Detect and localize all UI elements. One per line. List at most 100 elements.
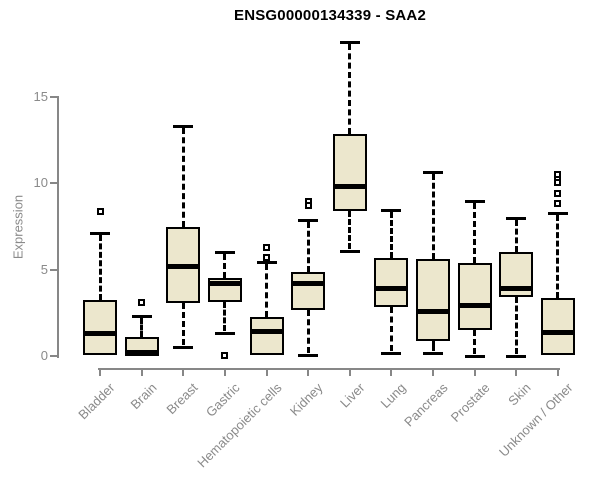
box-iqr bbox=[457, 262, 492, 331]
median-line bbox=[83, 331, 117, 337]
x-axis-line bbox=[98, 368, 560, 370]
lower-whisker-cap bbox=[298, 354, 319, 358]
upper-whisker-cap bbox=[547, 211, 568, 215]
x-axis-tick bbox=[140, 368, 143, 376]
upper-whisker bbox=[181, 128, 185, 227]
upper-whisker bbox=[223, 254, 227, 279]
upper-whisker bbox=[473, 202, 477, 263]
median-line bbox=[291, 280, 326, 286]
lower-whisker bbox=[514, 297, 518, 354]
x-tick-label: Prostate bbox=[447, 380, 493, 425]
outlier-point bbox=[554, 190, 562, 198]
x-tick-label: Pancreas bbox=[401, 380, 451, 430]
upper-whisker-cap bbox=[256, 260, 277, 264]
median-line bbox=[207, 280, 242, 286]
outlier-point bbox=[221, 351, 229, 359]
lower-whisker bbox=[348, 210, 352, 249]
upper-whisker-cap bbox=[131, 315, 152, 319]
lower-whisker bbox=[473, 330, 477, 354]
y-axis-line bbox=[57, 96, 59, 358]
upper-whisker-cap bbox=[464, 199, 485, 203]
box-iqr bbox=[291, 272, 326, 311]
median-line bbox=[499, 286, 534, 292]
median-line bbox=[416, 309, 451, 315]
x-axis-tick bbox=[390, 368, 393, 376]
upper-whisker bbox=[140, 318, 144, 337]
x-tick-label: Breast bbox=[163, 380, 201, 418]
median-line bbox=[332, 184, 367, 190]
median-line bbox=[540, 330, 575, 336]
upper-whisker bbox=[265, 263, 269, 318]
outlier-point bbox=[304, 202, 312, 210]
x-axis-tick bbox=[515, 368, 518, 376]
x-tick-label: Lung bbox=[377, 380, 410, 412]
x-axis-tick bbox=[99, 368, 101, 376]
y-tick-label: 10 bbox=[33, 175, 48, 191]
upper-whisker bbox=[306, 221, 310, 273]
lower-whisker bbox=[181, 303, 185, 346]
x-axis-tick bbox=[182, 368, 185, 376]
y-tick-label: 15 bbox=[33, 89, 48, 104]
upper-whisker-cap bbox=[173, 125, 194, 129]
upper-whisker bbox=[98, 235, 102, 300]
x-axis-tick bbox=[473, 368, 476, 376]
upper-whisker bbox=[556, 214, 560, 299]
x-tick-label: Skin bbox=[505, 380, 534, 409]
upper-whisker-cap bbox=[214, 251, 235, 255]
x-tick-label: Gastric bbox=[202, 380, 243, 420]
lower-whisker-cap bbox=[506, 354, 527, 358]
upper-whisker-cap bbox=[506, 216, 527, 220]
upper-whisker-cap bbox=[298, 218, 319, 222]
x-tick-label: Kidney bbox=[287, 380, 326, 419]
y-axis-tick bbox=[50, 182, 57, 185]
lower-whisker-cap bbox=[214, 331, 235, 335]
y-tick-label: 5 bbox=[40, 261, 48, 277]
chart-title: ENSG00000134339 - SAA2 bbox=[233, 7, 427, 24]
x-axis-tick bbox=[556, 368, 559, 376]
y-axis-label: Expression bbox=[10, 194, 26, 260]
lower-whisker-cap bbox=[381, 352, 402, 356]
x-tick-label: Unknown / Other bbox=[496, 380, 576, 460]
outlier-point bbox=[554, 178, 562, 186]
box-iqr bbox=[540, 298, 575, 356]
median-line bbox=[374, 286, 409, 292]
median-line bbox=[124, 350, 159, 356]
median-line bbox=[457, 303, 492, 309]
x-tick-label: Bladder bbox=[75, 380, 118, 423]
upper-whisker bbox=[514, 219, 518, 253]
y-axis-tick bbox=[50, 268, 57, 271]
lower-whisker-cap bbox=[464, 354, 485, 358]
x-axis-tick bbox=[307, 368, 310, 376]
lower-whisker bbox=[389, 306, 393, 352]
y-tick-label: 0 bbox=[40, 348, 48, 363]
y-axis-tick bbox=[50, 96, 57, 98]
outlier-point bbox=[96, 208, 104, 216]
box-iqr bbox=[249, 317, 284, 356]
upper-whisker-cap bbox=[339, 40, 360, 44]
lower-whisker-cap bbox=[423, 352, 444, 356]
lower-whisker-cap bbox=[339, 249, 360, 253]
upper-whisker bbox=[431, 174, 435, 260]
outlier-point bbox=[263, 243, 271, 251]
x-axis-tick bbox=[348, 368, 351, 376]
outlier-point bbox=[138, 298, 146, 306]
lower-whisker bbox=[306, 310, 310, 354]
x-axis-tick bbox=[265, 368, 268, 376]
lower-whisker bbox=[223, 301, 227, 331]
x-axis-tick bbox=[432, 368, 435, 376]
outlier-point bbox=[263, 254, 271, 262]
median-line bbox=[166, 263, 201, 269]
upper-whisker bbox=[389, 212, 393, 258]
x-tick-label: Liver bbox=[336, 380, 368, 411]
box-iqr bbox=[416, 259, 451, 342]
lower-whisker bbox=[431, 341, 435, 352]
outlier-point bbox=[554, 199, 562, 207]
x-tick-label: Brain bbox=[127, 380, 160, 413]
y-axis-tick bbox=[50, 355, 57, 357]
upper-whisker-cap bbox=[381, 209, 402, 213]
x-axis-tick bbox=[223, 368, 226, 376]
box-iqr bbox=[374, 257, 409, 307]
median-line bbox=[249, 329, 284, 335]
lower-whisker-cap bbox=[173, 346, 194, 350]
